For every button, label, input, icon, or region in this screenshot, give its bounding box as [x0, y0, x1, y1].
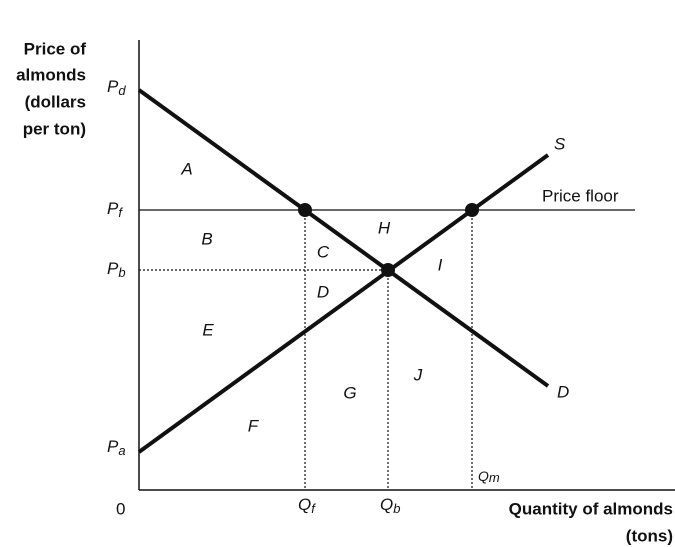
region-label: H [378, 218, 391, 237]
region-label: A [180, 159, 192, 178]
label-sub: m [489, 470, 500, 485]
y-label-line: (dollars [25, 92, 86, 111]
label-sub: b [118, 265, 125, 280]
label-main: P [107, 77, 119, 96]
origin-label: 0 [116, 499, 125, 518]
label-main: Q [298, 495, 311, 514]
label-main: P [107, 437, 119, 456]
point [465, 203, 479, 217]
guides [139, 210, 473, 490]
x-label-line: Quantity of almonds [509, 499, 673, 518]
label-main: P [107, 199, 119, 218]
quantity-label: Qf [298, 495, 316, 516]
regions: A B C D E F G H I J [180, 159, 442, 435]
price-label: Pb [107, 259, 126, 280]
demand-curve [137, 88, 550, 388]
region-label: B [201, 229, 212, 248]
y-label-line: almonds [16, 65, 86, 84]
price-label: Pf [107, 199, 123, 220]
x-label-line: (tons) [626, 526, 673, 545]
region-label: I [438, 255, 443, 274]
quantity-label: Qm [478, 468, 500, 486]
y-axis-label: Price of almonds (dollars per ton) [16, 39, 86, 138]
label-sub: a [118, 443, 125, 458]
y-label-line: per ton) [23, 119, 86, 138]
region-label: F [248, 416, 260, 435]
axes [138, 40, 675, 491]
price-label: Pa [107, 437, 126, 458]
quantity-label: Qb [380, 495, 400, 516]
region-label: E [202, 320, 214, 339]
demand-label: D [557, 382, 569, 401]
y-label-line: Price of [24, 39, 87, 58]
x-axis-label: Quantity of almonds (tons) [509, 499, 673, 545]
region-label: D [317, 282, 329, 301]
label-sub: d [118, 83, 126, 98]
price-floor-label: Price floor [542, 186, 619, 205]
region-label: C [317, 242, 330, 261]
region-label: J [413, 365, 423, 384]
label-main: P [107, 259, 119, 278]
label-sub: f [311, 501, 316, 516]
supply-curve [137, 153, 550, 454]
label-sub: b [393, 501, 400, 516]
label-sub: f [118, 205, 123, 220]
label-main: Q [478, 468, 489, 484]
label-main: Q [380, 495, 393, 514]
point [381, 263, 395, 277]
region-label: G [343, 383, 356, 402]
supply-label: S [554, 134, 566, 153]
point [298, 203, 312, 217]
price-label: Pd [107, 77, 126, 98]
